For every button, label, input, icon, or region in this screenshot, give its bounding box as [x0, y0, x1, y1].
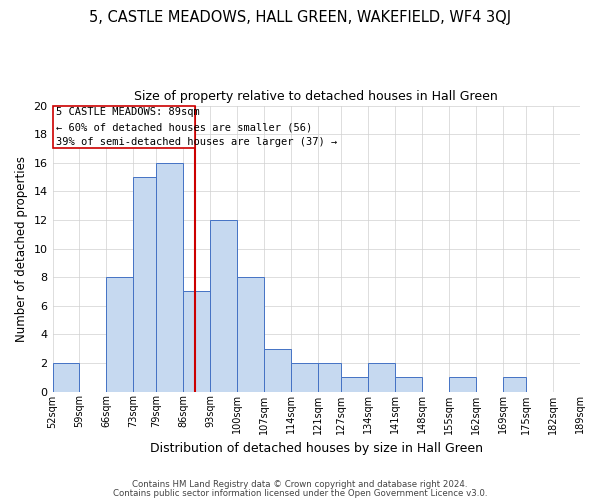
Bar: [184, 292, 211, 392]
Y-axis label: Number of detached properties: Number of detached properties: [15, 156, 28, 342]
Bar: [53, 363, 79, 392]
Text: Contains HM Land Registry data © Crown copyright and database right 2024.: Contains HM Land Registry data © Crown c…: [132, 480, 468, 489]
Bar: [133, 177, 157, 392]
Text: 5, CASTLE MEADOWS, HALL GREEN, WAKEFIELD, WF4 3QJ: 5, CASTLE MEADOWS, HALL GREEN, WAKEFIELD…: [89, 10, 511, 25]
Text: 5 CASTLE MEADOWS: 89sqm
← 60% of detached houses are smaller (56)
39% of semi-de: 5 CASTLE MEADOWS: 89sqm ← 60% of detache…: [56, 107, 337, 147]
Bar: [341, 377, 368, 392]
Bar: [291, 363, 318, 392]
Bar: [157, 162, 184, 392]
Bar: [318, 363, 341, 392]
Bar: [264, 348, 291, 392]
FancyBboxPatch shape: [53, 106, 195, 148]
X-axis label: Distribution of detached houses by size in Hall Green: Distribution of detached houses by size …: [150, 442, 483, 455]
Title: Size of property relative to detached houses in Hall Green: Size of property relative to detached ho…: [134, 90, 498, 103]
Bar: [368, 363, 395, 392]
Bar: [211, 220, 238, 392]
Text: Contains public sector information licensed under the Open Government Licence v3: Contains public sector information licen…: [113, 488, 487, 498]
Bar: [106, 277, 133, 392]
Bar: [449, 377, 476, 392]
Bar: [395, 377, 422, 392]
Bar: [503, 377, 526, 392]
Bar: [238, 277, 264, 392]
